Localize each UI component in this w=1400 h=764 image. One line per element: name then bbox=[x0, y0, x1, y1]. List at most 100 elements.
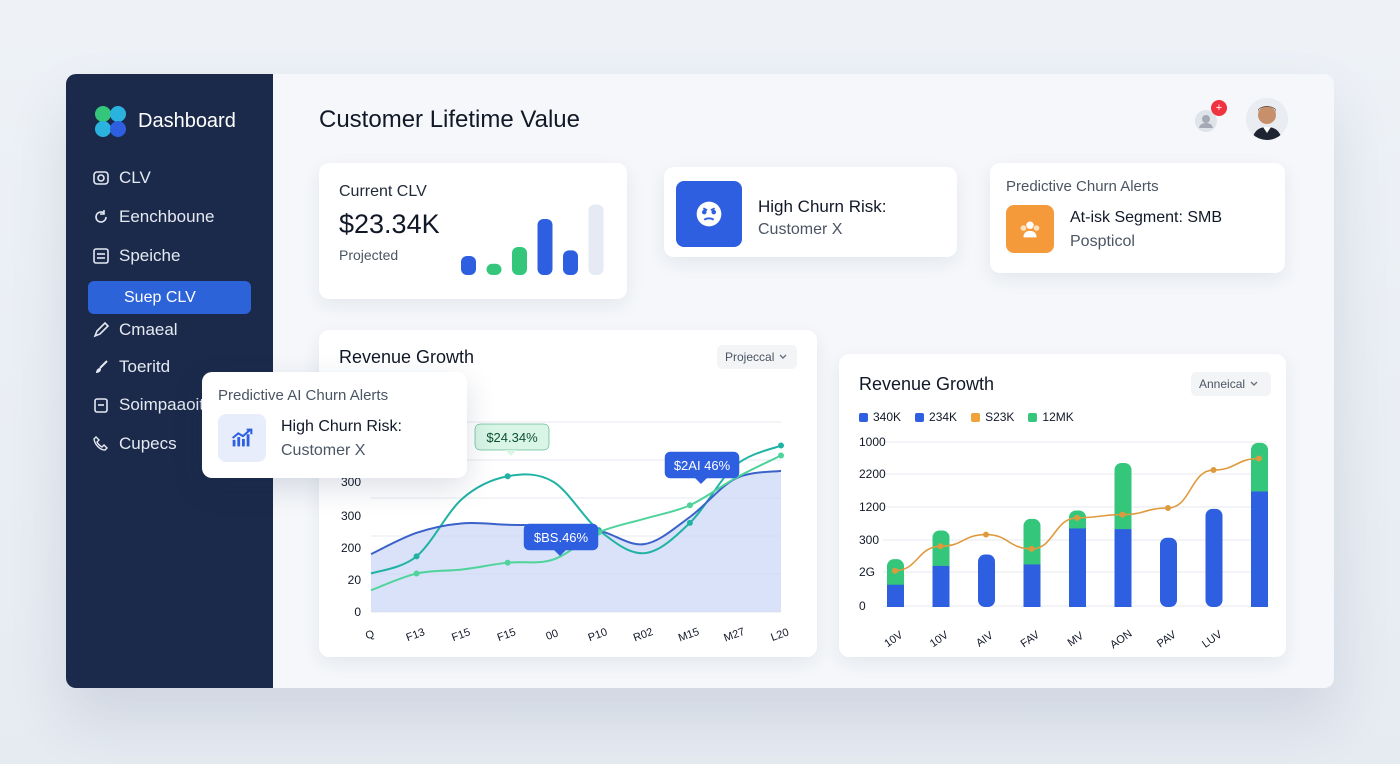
y-tick-label: 2200 bbox=[859, 467, 886, 481]
legend-item: S23K bbox=[971, 410, 1014, 424]
user-icon bbox=[1199, 115, 1213, 128]
data-point bbox=[413, 553, 420, 560]
x-tick-label: MV bbox=[1066, 630, 1087, 650]
x-tick-label: F15 bbox=[496, 626, 518, 644]
brand[interactable]: Dashboard bbox=[92, 102, 236, 140]
data-point bbox=[1028, 545, 1035, 552]
x-tick-label: AIV bbox=[974, 629, 996, 649]
sidebar-item-speiche[interactable]: Speiche bbox=[92, 242, 180, 270]
segment-sub: Pospticol bbox=[1070, 233, 1135, 250]
sidebar-item-suep-clv[interactable]: Suep CLV bbox=[88, 281, 251, 314]
dropdown-label: Projeccal bbox=[725, 350, 775, 364]
bar-chart-dropdown[interactable]: Anneical bbox=[1191, 372, 1271, 396]
avatar[interactable] bbox=[1246, 98, 1288, 140]
chevron-down-icon bbox=[1250, 381, 1258, 386]
bar-blue bbox=[932, 565, 950, 607]
y-tick-label: 2G bbox=[859, 565, 875, 579]
churn-sub: Customer X bbox=[758, 221, 843, 238]
notification-button[interactable] bbox=[1195, 110, 1217, 132]
x-tick-label: 10V bbox=[928, 629, 951, 650]
page-title: Customer Lifetime Value bbox=[319, 106, 580, 133]
y-tick-label: 0 bbox=[354, 605, 361, 619]
data-point bbox=[778, 442, 784, 449]
sidebar-item-label: Cmaeal bbox=[119, 320, 178, 339]
alert-robot-icon bbox=[676, 181, 742, 247]
data-point bbox=[1074, 514, 1080, 521]
x-tick-label: 10V bbox=[882, 629, 905, 650]
x-tick-label: L20 bbox=[769, 626, 790, 644]
bar-chart: 1000 2200 1200 300 2G 0 10V 10V AIV FAV MV AON PAV LU… bbox=[859, 435, 1268, 651]
bar-blue bbox=[1160, 537, 1177, 607]
trend-up-icon bbox=[218, 414, 266, 462]
data-point bbox=[937, 543, 944, 550]
y-tick-label: 0 bbox=[859, 599, 866, 613]
x-tick-label: Q bbox=[364, 628, 377, 642]
sidebar-item-toeritd[interactable]: Toeritd bbox=[92, 353, 170, 381]
churn-popup[interactable]: Predictive AI Churn Alerts High Churn Ri… bbox=[202, 372, 467, 478]
sidebar-item-cmaeal[interactable]: Cmaeal bbox=[92, 316, 178, 344]
y-tick-label: 200 bbox=[341, 541, 361, 555]
data-point bbox=[504, 473, 511, 480]
clv-mini-bar bbox=[486, 263, 502, 275]
dropdown-label: Anneical bbox=[1199, 377, 1246, 391]
series-line bbox=[370, 444, 782, 575]
line-chart-title: Revenue Growth bbox=[339, 347, 475, 367]
x-tick-label: PAV bbox=[1155, 628, 1179, 650]
line-chart-dropdown[interactable]: Projeccal bbox=[717, 345, 797, 369]
y-tick-label: 300 bbox=[341, 475, 361, 489]
data-point bbox=[778, 452, 784, 459]
sidebar-item-label: Soimpaaoit bbox=[119, 395, 205, 414]
revenue-growth-line-card[interactable]: Revenue Growth Projeccal 300 300 200 20 0 Q F1… bbox=[319, 330, 817, 657]
sidebar-item-label: Suep CLV bbox=[124, 288, 196, 306]
brand-label: Dashboard bbox=[138, 109, 236, 132]
tooltip-pointer bbox=[554, 550, 566, 556]
brush-icon bbox=[92, 358, 110, 376]
x-tick-label: FAV bbox=[1019, 629, 1043, 651]
y-tick-label: 300 bbox=[341, 509, 361, 523]
bar-blue bbox=[1205, 508, 1223, 607]
popup-sub: Customer X bbox=[281, 442, 366, 459]
bar-blue bbox=[887, 584, 904, 607]
x-tick-label: P10 bbox=[587, 626, 610, 644]
clv-value: $23.34K bbox=[339, 209, 440, 239]
sidebar-item-label: CLV bbox=[119, 168, 151, 187]
current-clv-card[interactable]: Current CLV $23.34K Projected bbox=[319, 163, 627, 299]
sidebar-item-clv[interactable]: CLV bbox=[92, 164, 151, 192]
alerts-heading: Predictive Churn Alerts bbox=[1006, 178, 1159, 195]
legend-item: 340K bbox=[859, 410, 901, 424]
sidebar-item-label: Speiche bbox=[119, 246, 181, 265]
tooltip-pointer bbox=[695, 478, 707, 484]
high-churn-card[interactable]: High Churn Risk: Customer X bbox=[664, 167, 957, 257]
clipboard-icon bbox=[92, 396, 110, 414]
brand-logo-icon bbox=[95, 106, 126, 137]
main-content: Customer Lifetime Value + Current CLV $2… bbox=[273, 74, 1334, 688]
tooltip-label: $BS.46% bbox=[534, 530, 589, 545]
x-tick-label: M27 bbox=[722, 626, 746, 645]
tooltip-pointer bbox=[505, 450, 517, 456]
bar-blue bbox=[1069, 528, 1086, 607]
churn-title: High Churn Risk: bbox=[758, 197, 887, 216]
sidebar-item-cupecs[interactable]: Cupecs bbox=[92, 430, 177, 458]
segment-title: At-isk Segment: SMB bbox=[1070, 209, 1223, 226]
revenue-growth-bar-card[interactable]: Revenue Growth Anneical 340K 234K S23K 1… bbox=[839, 354, 1286, 657]
x-tick-label: F15 bbox=[450, 626, 472, 644]
legend-item: 12MK bbox=[1028, 410, 1074, 424]
legend-item: 234K bbox=[915, 410, 957, 424]
sidebar-item-eenchboune[interactable]: Eenchboune bbox=[92, 203, 214, 231]
clv-mini-bar-chart bbox=[461, 204, 604, 275]
predictive-alerts-card[interactable]: Predictive Churn Alerts At-isk Segment: … bbox=[990, 163, 1285, 273]
sidebar-item-label: Toeritd bbox=[119, 357, 171, 376]
y-tick-label: 1000 bbox=[859, 435, 886, 449]
x-tick-label: F13 bbox=[405, 626, 427, 644]
refresh-icon bbox=[92, 208, 110, 226]
clv-mini-bar bbox=[461, 255, 476, 275]
clv-mini-bar bbox=[588, 204, 604, 275]
notification-badge: + bbox=[1211, 100, 1227, 116]
sidebar-item-soimpaaoit[interactable]: Soimpaaoit bbox=[92, 391, 204, 419]
popup-title: High Churn Risk: bbox=[281, 418, 402, 435]
clv-mini-bar bbox=[537, 219, 553, 275]
clv-mini-bar bbox=[563, 250, 578, 275]
phone-icon bbox=[92, 435, 110, 453]
bar-chart-legend: 340K 234K S23K 12MK bbox=[859, 410, 1088, 424]
